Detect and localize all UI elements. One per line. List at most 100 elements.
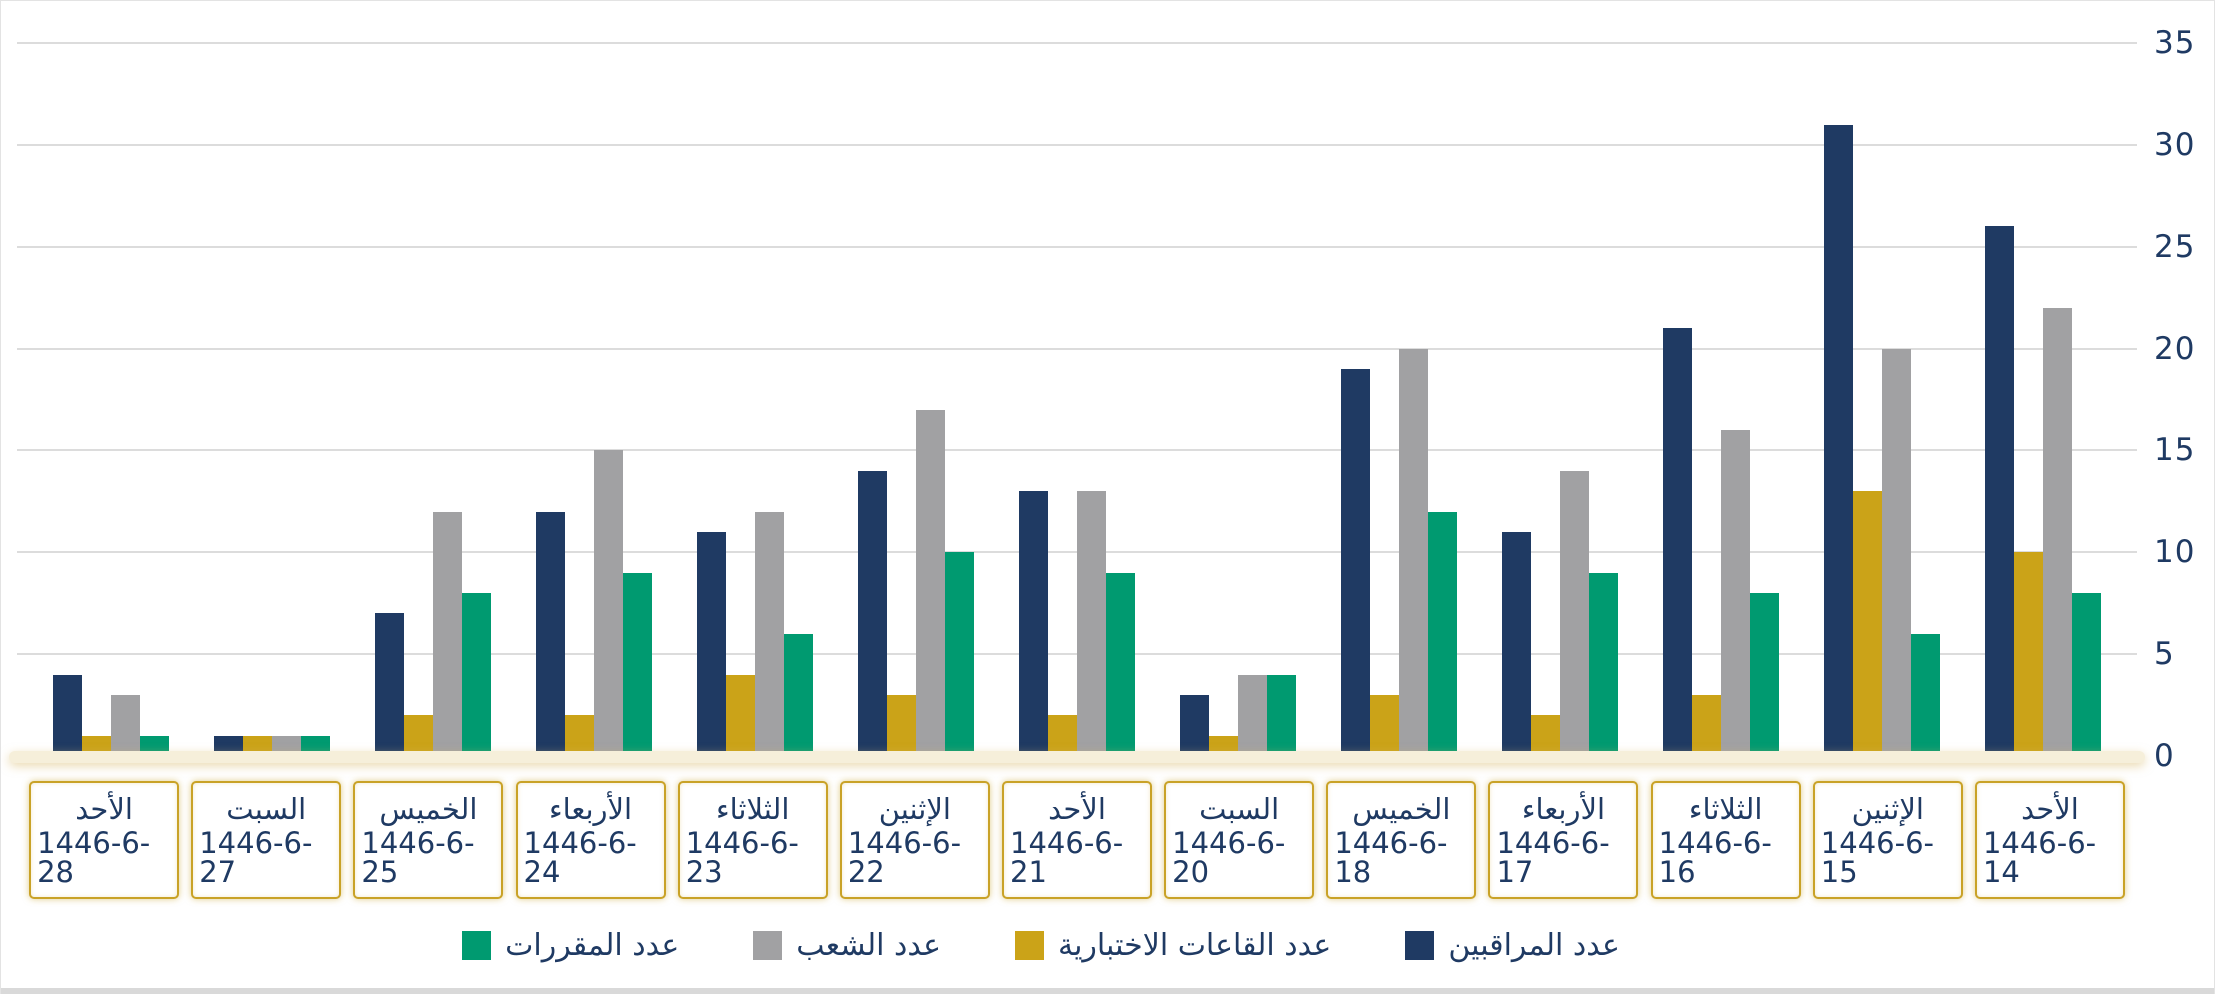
date-label: 1446-6-25 xyxy=(361,826,475,889)
proctors-bar[interactable] xyxy=(1018,491,1048,756)
exam-halls-bar[interactable] xyxy=(1691,694,1721,756)
proctors-bar[interactable] xyxy=(858,470,888,756)
y-tick-label-15: 15 xyxy=(2154,432,2196,469)
exam-halls-bar[interactable] xyxy=(1852,491,1882,756)
sections-bar[interactable] xyxy=(916,409,946,756)
exam-halls-bar[interactable] xyxy=(2013,552,2043,756)
bar-group xyxy=(353,511,514,756)
proctors-bar[interactable] xyxy=(53,674,83,756)
sections-bar[interactable] xyxy=(2042,307,2072,756)
bar-group xyxy=(192,735,353,756)
x-axis-cell: الأربعاء 1446-6-24 xyxy=(509,781,671,903)
courses-bar[interactable] xyxy=(945,552,975,756)
bar-group xyxy=(31,674,192,756)
sections-bar[interactable] xyxy=(272,735,302,756)
sections-bar[interactable] xyxy=(1881,348,1911,756)
courses-bar[interactable] xyxy=(623,572,653,756)
courses-bar[interactable] xyxy=(462,593,492,756)
proctors-bar[interactable] xyxy=(1984,226,2014,756)
date-label: 1446-6-16 xyxy=(1658,826,1772,889)
proctors-swatch-icon xyxy=(1405,930,1435,960)
sections-bar[interactable] xyxy=(1559,470,1589,756)
exam-halls-bar[interactable] xyxy=(887,694,917,756)
date-label: 1446-6-17 xyxy=(1496,826,1610,889)
y-tick-label-0: 0 xyxy=(2154,738,2175,774)
x-axis-label-box: الإثنين 1446-6-15 xyxy=(1812,781,1963,899)
courses-swatch-icon xyxy=(462,930,492,960)
proctors-bar[interactable] xyxy=(1340,368,1370,756)
proctors-bar[interactable] xyxy=(375,613,405,756)
sections-bar[interactable] xyxy=(1237,674,1267,756)
courses-bar[interactable] xyxy=(301,735,331,756)
legend: عدد المقررات عدد الشعب عدد القاعات الاخت… xyxy=(1,917,2081,973)
exam-halls-bar[interactable] xyxy=(1369,694,1399,756)
courses-bar[interactable] xyxy=(140,735,170,756)
x-axis-cell: الأربعاء 1446-6-17 xyxy=(1482,781,1644,903)
day-name: الإثنين xyxy=(1851,792,1924,826)
courses-bar[interactable] xyxy=(1588,572,1618,756)
plot-area xyxy=(9,42,2145,763)
date-label: 1446-6-20 xyxy=(1172,826,1286,889)
x-axis-cell: السبت 1446-6-20 xyxy=(1158,781,1320,903)
legend-item-exam-halls[interactable]: عدد القاعات الاختبارية xyxy=(1015,928,1331,963)
bar-group xyxy=(1801,124,1962,756)
sections-bar[interactable] xyxy=(111,694,141,756)
bottom-divider xyxy=(1,988,2214,994)
date-label: 1446-6-15 xyxy=(1820,826,1934,889)
courses-bar[interactable] xyxy=(1105,572,1135,756)
exam-halls-bar[interactable] xyxy=(243,735,273,756)
sections-bar[interactable] xyxy=(1398,348,1428,756)
legend-item-sections[interactable]: عدد الشعب xyxy=(753,928,941,963)
legend-label: عدد المقررات xyxy=(505,927,680,963)
x-axis-label-box: الأحد 1446-6-14 xyxy=(1974,781,2125,899)
x-axis-cell: الثلاثاء 1446-6-16 xyxy=(1645,781,1807,903)
x-axis-label-box: الأربعاء 1446-6-17 xyxy=(1488,781,1639,899)
proctors-bar[interactable] xyxy=(697,531,727,756)
proctors-bar[interactable] xyxy=(214,735,244,756)
exam-halls-bar[interactable] xyxy=(1047,715,1077,756)
day-name: السبت xyxy=(226,792,307,826)
day-name: الأربعاء xyxy=(548,792,633,826)
x-axis-cell: الأحد 1446-6-28 xyxy=(23,781,185,903)
courses-bar[interactable] xyxy=(1427,511,1457,756)
bar-group xyxy=(1479,470,1640,756)
exam-halls-bar[interactable] xyxy=(726,674,756,756)
legend-item-proctors[interactable]: عدد المراقبين xyxy=(1405,928,1620,963)
legend-label: عدد الشعب xyxy=(796,927,941,963)
legend-item-courses[interactable]: عدد المقررات xyxy=(462,928,679,963)
x-axis-cell: الأحد 1446-6-14 xyxy=(1969,781,2131,903)
sections-bar[interactable] xyxy=(1720,430,1750,756)
gridline-15 xyxy=(17,449,2137,452)
gridline-30 xyxy=(17,143,2137,146)
x-axis-label-box: الخميس 1446-6-25 xyxy=(353,781,504,899)
proctors-bar[interactable] xyxy=(1179,694,1209,756)
exam-halls-bar[interactable] xyxy=(565,715,595,756)
courses-bar[interactable] xyxy=(1749,593,1779,756)
courses-bar[interactable] xyxy=(1266,674,1296,756)
sections-bar[interactable] xyxy=(433,511,463,756)
proctors-bar[interactable] xyxy=(1823,124,1853,756)
sections-bar[interactable] xyxy=(594,450,624,756)
x-axis-label-box: الخميس 1446-6-18 xyxy=(1326,781,1477,899)
sections-bar[interactable] xyxy=(755,511,785,756)
sections-bar[interactable] xyxy=(1076,491,1106,756)
exam-halls-bar[interactable] xyxy=(1530,715,1560,756)
exam-halls-bar[interactable] xyxy=(82,735,112,756)
day-name: الثلاثاء xyxy=(1688,792,1763,826)
proctors-bar[interactable] xyxy=(536,511,566,756)
date-label: 1446-6-14 xyxy=(1982,826,2097,889)
proctors-bar[interactable] xyxy=(1662,328,1692,756)
date-label: 1446-6-18 xyxy=(1334,826,1448,889)
date-label: 1446-6-21 xyxy=(1010,826,1124,889)
courses-bar[interactable] xyxy=(784,633,814,756)
exam-halls-bar[interactable] xyxy=(1208,735,1238,756)
courses-bar[interactable] xyxy=(2071,593,2101,756)
x-axis-label-box: الأربعاء 1446-6-24 xyxy=(515,781,666,899)
courses-bar[interactable] xyxy=(1910,633,1940,756)
x-axis-label-box: السبت 1446-6-20 xyxy=(1164,781,1315,899)
proctors-bar[interactable] xyxy=(1501,531,1531,756)
plot-bars xyxy=(17,43,2137,756)
day-name: السبت xyxy=(1199,792,1280,826)
exam-halls-bar[interactable] xyxy=(404,715,434,756)
